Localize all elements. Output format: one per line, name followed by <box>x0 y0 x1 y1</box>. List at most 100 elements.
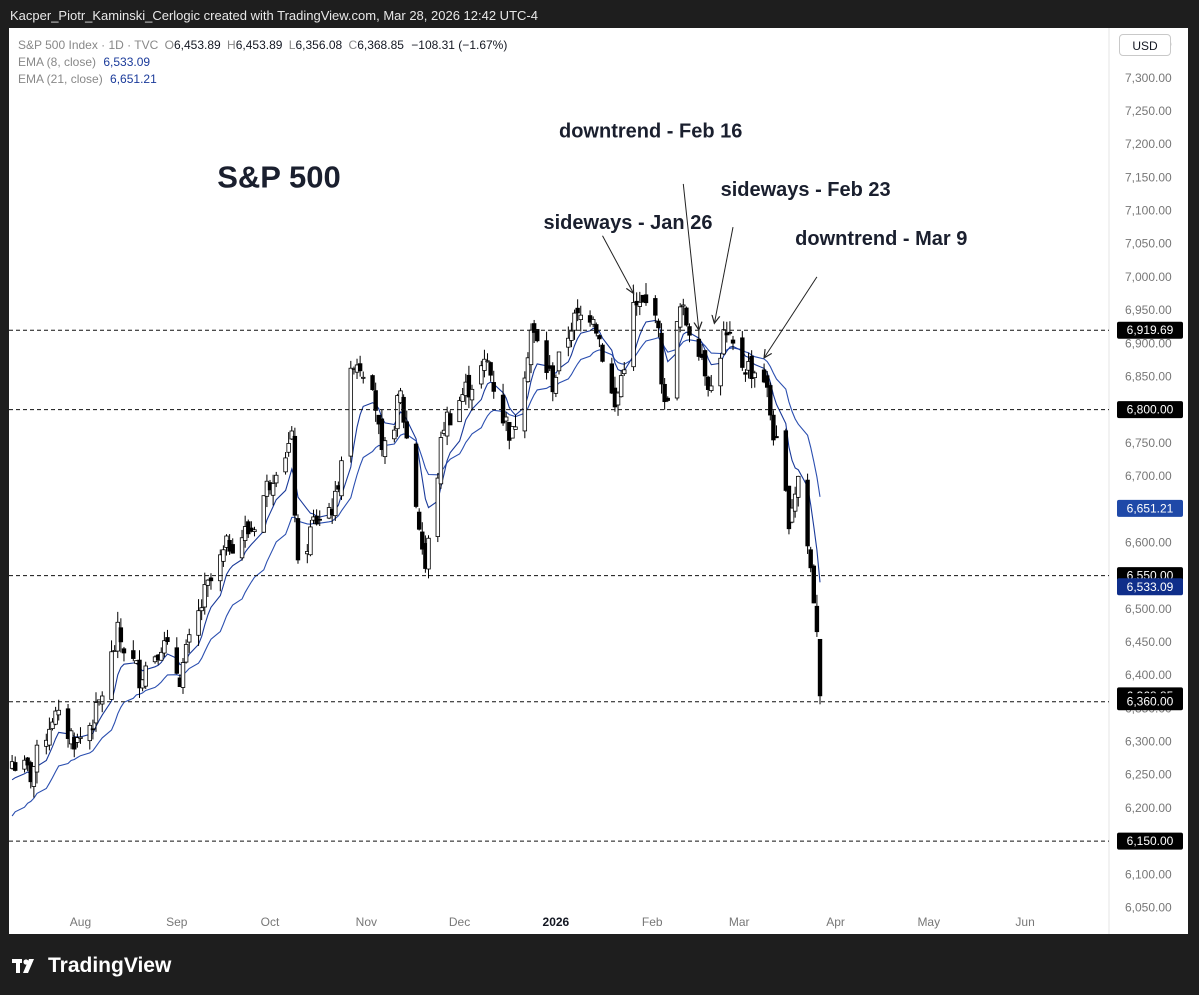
close-key: C <box>348 38 358 52</box>
candle-body <box>308 526 313 556</box>
candle-body <box>482 358 487 371</box>
candle <box>796 475 801 507</box>
candle <box>261 495 267 533</box>
price-label: 6,533.09 <box>1127 580 1174 594</box>
candle <box>180 658 186 694</box>
y-tick-label: 6,950.00 <box>1125 303 1172 317</box>
candle-body <box>817 638 823 697</box>
candle-body <box>665 397 670 401</box>
candle <box>569 322 574 348</box>
price-chart[interactable]: 6,050.00 6,100.00 6,150.00 6,200.00 6,250.00… <box>9 28 1188 934</box>
candle-body <box>656 320 661 329</box>
candle <box>510 426 515 439</box>
candle <box>183 639 189 664</box>
candle <box>578 305 583 332</box>
candle-body <box>404 421 409 439</box>
candle <box>121 646 127 662</box>
price-label: 6,919.69 <box>1127 323 1174 337</box>
candle <box>466 365 472 409</box>
candle-body <box>370 375 375 391</box>
candle <box>727 321 733 336</box>
currency-button[interactable]: USD <box>1119 34 1171 56</box>
candle-body <box>199 607 204 612</box>
candle <box>705 375 711 397</box>
candle <box>618 369 624 398</box>
candle <box>165 629 170 645</box>
candle <box>199 599 204 621</box>
candle-body <box>681 304 686 307</box>
x-tick-label: May <box>917 915 940 929</box>
candle <box>600 343 605 363</box>
candle-body <box>525 357 531 383</box>
y-tick-label: 6,100.00 <box>1125 867 1172 881</box>
candle-body <box>513 426 518 430</box>
candle-body <box>730 339 736 344</box>
candle-body <box>783 430 789 491</box>
candle-body <box>709 385 714 392</box>
candle-body <box>165 637 170 642</box>
y-tick-label: 6,200.00 <box>1125 801 1172 815</box>
candle <box>56 699 61 721</box>
candle-body <box>47 728 52 746</box>
candle-body <box>814 605 820 633</box>
low-key: L <box>288 38 296 52</box>
tradingview-logo-icon <box>12 959 34 973</box>
candle-body <box>786 485 792 530</box>
candle <box>448 410 453 426</box>
price-label-bg <box>1117 578 1183 596</box>
candle <box>656 318 661 338</box>
candle-body <box>34 744 40 773</box>
annotation-text: sideways - Jan 26 <box>543 212 712 234</box>
y-tick-label: 7,200.00 <box>1125 137 1172 151</box>
candle-body <box>118 627 124 643</box>
candle-body <box>426 537 431 570</box>
candle-body <box>590 319 596 325</box>
candle-body <box>727 331 733 334</box>
candle <box>740 331 745 371</box>
candle-body <box>805 479 810 547</box>
candle-body <box>416 511 422 530</box>
candle-body <box>187 634 192 643</box>
candle-body <box>749 355 754 380</box>
candle-body <box>643 294 649 304</box>
candle-body <box>274 474 279 484</box>
candle-body <box>696 338 702 357</box>
candle <box>270 474 276 506</box>
candle <box>482 349 487 378</box>
tradingview-brand[interactable]: TradingView <box>12 954 171 978</box>
ema8-row[interactable]: EMA (8, close) 6,533.09 <box>18 54 507 71</box>
high-value: 6,453.89 <box>235 38 283 52</box>
y-tick-label: 6,900.00 <box>1125 336 1172 350</box>
open-value: 6,453.89 <box>173 38 221 52</box>
candle <box>643 283 649 306</box>
price-label: 6,360.00 <box>1127 695 1174 709</box>
x-tick-label: 2026 <box>543 915 570 929</box>
candle <box>609 357 615 394</box>
candle-body <box>575 307 580 314</box>
candle-body <box>460 394 465 402</box>
candle <box>622 362 627 376</box>
ema21-line <box>11 336 821 817</box>
candle-body <box>65 708 71 739</box>
candle-body <box>764 375 770 388</box>
y-tick-label: 6,750.00 <box>1125 436 1172 450</box>
candle <box>768 382 773 421</box>
candle <box>143 661 148 689</box>
y-tick-label: 6,300.00 <box>1125 735 1172 749</box>
x-tick-label: Jun <box>1015 915 1034 929</box>
candle-body <box>382 440 388 458</box>
candle <box>696 327 702 361</box>
candle-body <box>622 369 627 375</box>
candle-body <box>796 475 801 498</box>
candle <box>566 326 571 357</box>
candle <box>34 739 40 784</box>
candle <box>575 299 580 322</box>
candle <box>677 303 683 333</box>
x-tick-label: Dec <box>449 915 470 929</box>
candle-body <box>202 584 207 608</box>
candle <box>659 323 664 394</box>
candle-body <box>522 377 528 432</box>
ema21-row[interactable]: EMA (21, close) 6,651.21 <box>18 71 507 88</box>
candle <box>460 387 465 402</box>
chart-panel[interactable]: 6,050.00 6,100.00 6,150.00 6,200.00 6,250.00… <box>9 28 1188 934</box>
